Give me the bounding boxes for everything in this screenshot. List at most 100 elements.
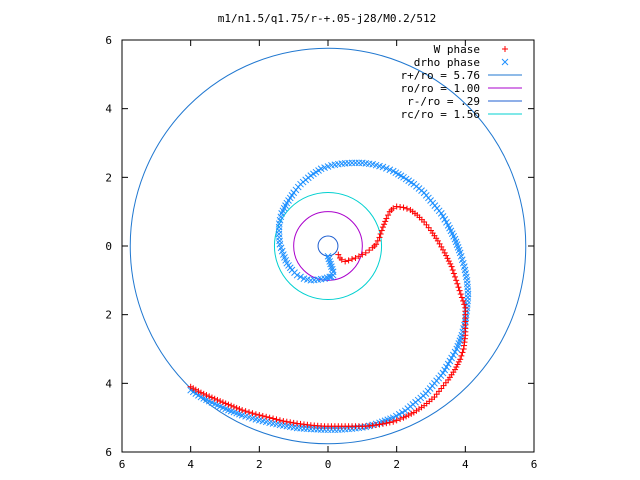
drho-phase-point-b [290, 424, 298, 431]
x-tick-label: 4 [462, 458, 469, 471]
drho-phase-point-b [402, 175, 410, 183]
drho-phase-point-b [454, 244, 462, 251]
drho-phase-point-b [304, 425, 311, 433]
drho-phase-point-b [407, 179, 415, 186]
drho-phase-point-b [451, 348, 459, 356]
drho-phase-point-b [446, 357, 454, 365]
drho-phase-point-b [304, 276, 311, 283]
drho-phase-point-b [276, 240, 284, 248]
drho-phase-point-b [328, 263, 335, 270]
drho-phase-point-b [197, 393, 205, 401]
circle-rc [273, 191, 383, 301]
drho-phase-point-b [283, 422, 291, 430]
drho-phase-point-b [293, 424, 301, 432]
drho-phase-point-b [386, 166, 394, 174]
drho-phase-point-b [397, 172, 405, 180]
drho-phase-point-b [321, 426, 328, 434]
drho-phase-point-b [262, 418, 270, 426]
x-tick-label: 2 [393, 458, 400, 471]
drho-phase-point-b [273, 420, 280, 428]
drho-phase-point-b [379, 163, 387, 171]
drho-phase-point-b [395, 170, 402, 178]
drho-phase-point-b [449, 351, 457, 359]
drho-phase-point-b [277, 244, 285, 252]
drho-phase-point-b [439, 213, 447, 220]
drho-phase-point-b [227, 407, 235, 415]
drho-phase-point-b [328, 265, 336, 273]
drho-phase-point-b [464, 287, 472, 294]
drho-phase-point-b [401, 407, 409, 415]
drho-phase-point-b [441, 366, 449, 374]
drho-phase-point-b [245, 413, 253, 421]
drho-phase-point-b [400, 173, 407, 181]
drho-phase-point-b [300, 275, 308, 282]
series-w-phase [187, 203, 469, 430]
drho-phase-point-b [461, 266, 469, 274]
drho-phase-point-b [398, 409, 406, 416]
drho-phase-point-b [389, 167, 397, 175]
drho-phase-point-b [453, 345, 461, 353]
drho-phase-point-b [462, 270, 470, 277]
drho-phase-point-b [310, 425, 318, 433]
drho-phase-point-b [463, 276, 471, 284]
drho-phase-point-b [456, 249, 464, 257]
drho-phase-point-b [205, 397, 213, 405]
legend-label: ro/ro = 1.00 [401, 82, 480, 95]
drho-phase-point-b [208, 399, 216, 406]
y-tick-label: 4 [105, 103, 112, 116]
drho-phase-point-b [282, 256, 290, 264]
drho-phase-point-b [358, 159, 366, 167]
drho-phase-point-b [280, 251, 287, 258]
drho-phase-point-b [275, 234, 283, 241]
drho-phase-point-b [448, 354, 455, 362]
drho-phase-point-b [324, 252, 332, 260]
y-tick-label: 6 [105, 34, 112, 47]
drho-phase-point-b [383, 165, 390, 172]
drho-phase-point-b [362, 160, 370, 167]
drho-phase-point-b [446, 224, 453, 232]
x-tick-label: 6 [119, 458, 126, 471]
drho-phase-point-b [216, 403, 224, 410]
drho-phase-point-b [219, 404, 227, 411]
drho-phase-point-b [259, 417, 267, 425]
y-tick-label: 2 [105, 171, 112, 184]
legend-label: W phase [434, 43, 480, 56]
drho-phase-point-b [266, 419, 273, 427]
circle-ro [293, 211, 363, 281]
drho-phase-point-b [443, 219, 450, 226]
data-series [187, 159, 472, 434]
drho-phase-point-b [328, 273, 335, 281]
drho-phase-point-b [195, 391, 202, 399]
drho-phase-point-b [236, 410, 243, 418]
drho-phase-point-b [453, 241, 461, 248]
legend-label: rc/ro = 1.56 [401, 108, 480, 121]
x-tick-label: 2 [256, 458, 263, 471]
drho-phase-point-b [297, 273, 304, 281]
drho-phase-point-b [225, 406, 232, 414]
x-tick-label: 4 [187, 458, 194, 471]
drho-phase-point-b [450, 233, 458, 240]
chart-title: m1/n1.5/q1.75/r-+.05-j28/M0.2/512 [218, 12, 437, 25]
drho-phase-point-b [372, 161, 380, 169]
drho-phase-point-b [278, 247, 286, 255]
drho-phase-point-b [300, 425, 308, 432]
series-drho-phase [187, 159, 472, 434]
drho-phase-point-b [317, 426, 325, 433]
drho-phase-point-b [314, 425, 322, 433]
drho-phase-point-b [392, 169, 400, 177]
drho-phase-point-b [276, 237, 283, 245]
legend-label: r+/ro = 5.76 [401, 69, 480, 82]
drho-phase-point-b [437, 210, 445, 217]
drho-phase-point-b [455, 246, 463, 254]
drho-phase-point-b [238, 411, 246, 419]
drho-phase-point-b [283, 259, 291, 267]
drho-phase-point-b [452, 238, 460, 246]
drho-phase-point-b [214, 401, 221, 409]
drho-phase-point-b [376, 162, 383, 170]
y-tick-label: 0 [105, 240, 112, 253]
legend-marker [501, 58, 509, 66]
legend-label: r-/ro = .29 [407, 95, 480, 108]
y-tick-label: 4 [105, 377, 112, 390]
